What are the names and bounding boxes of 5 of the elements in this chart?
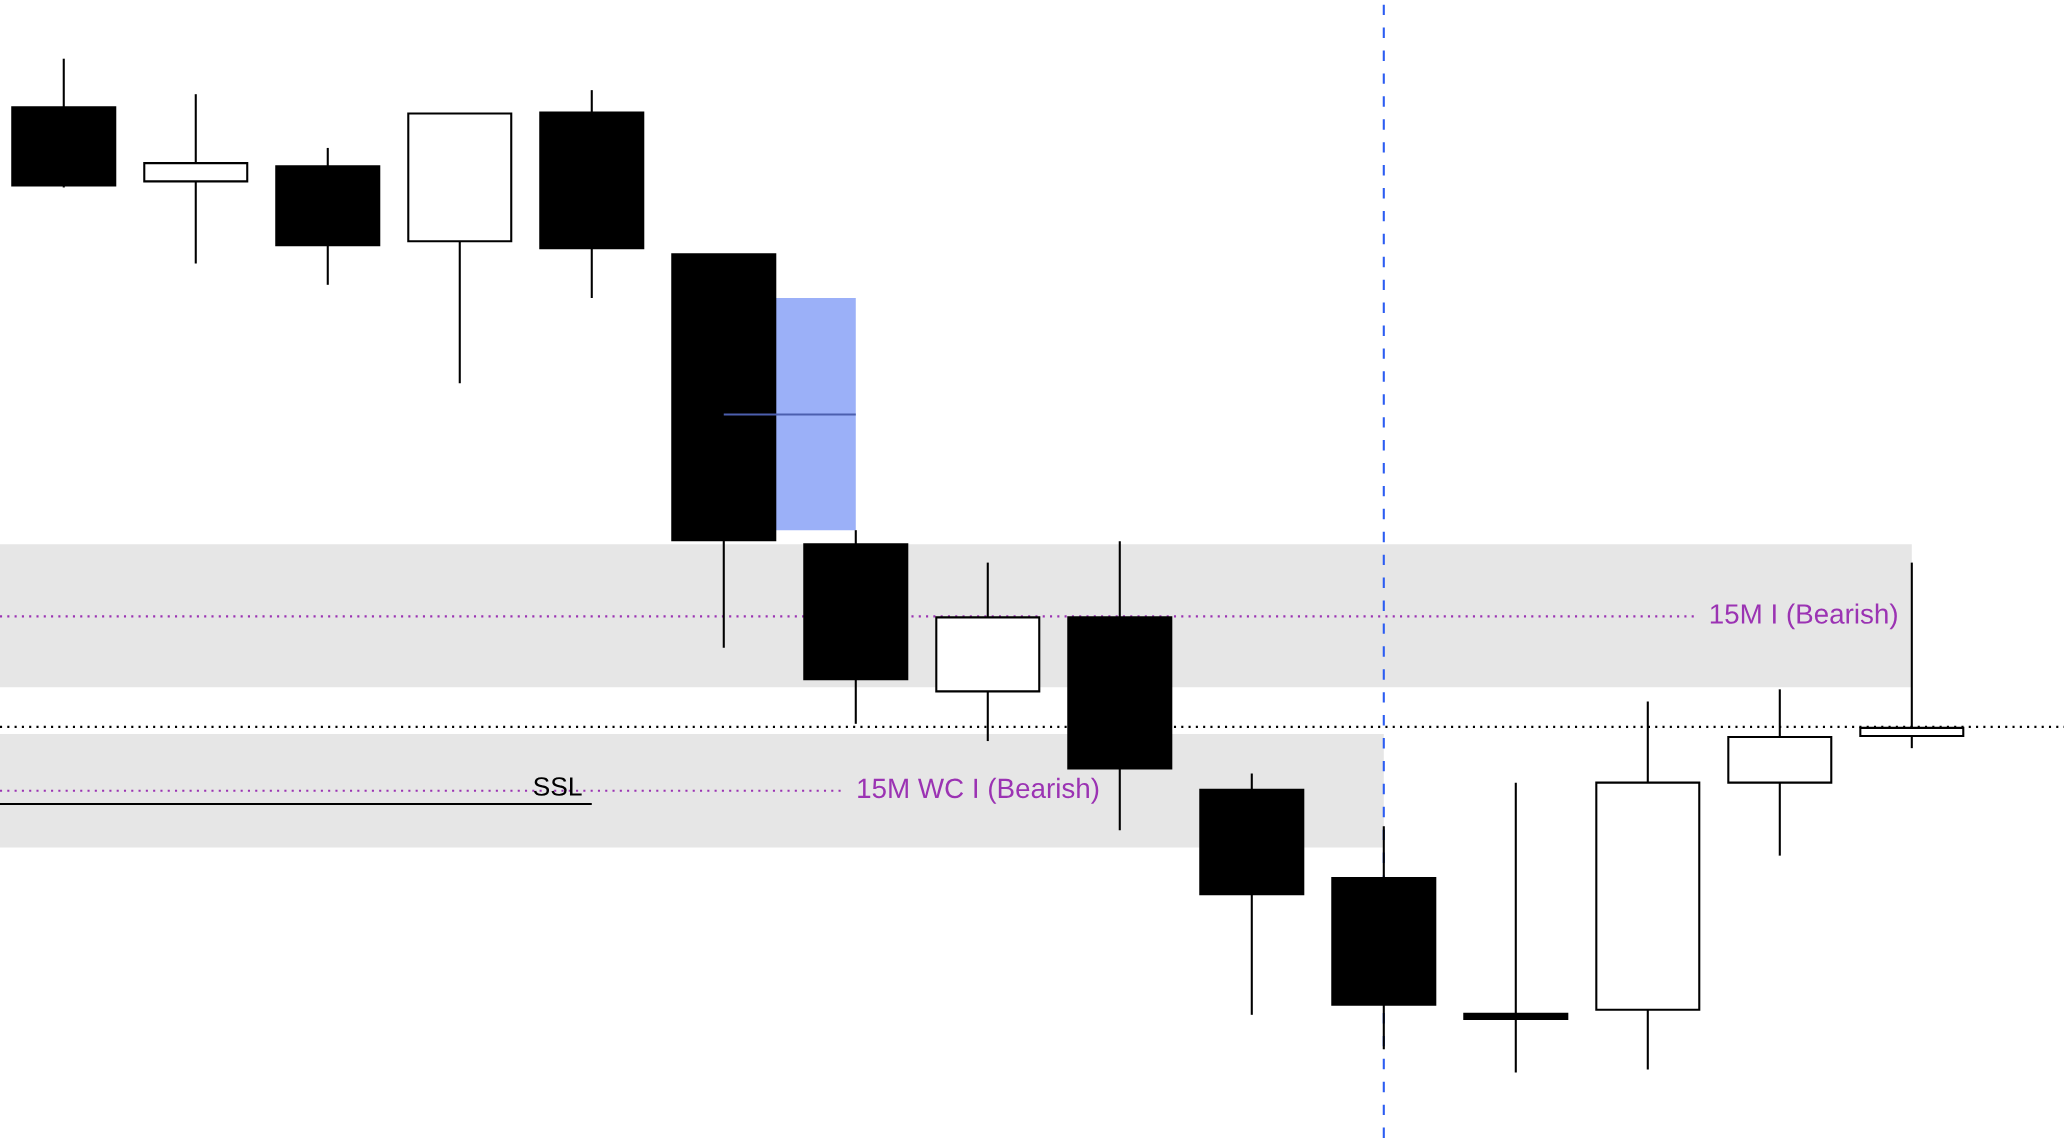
candlestick xyxy=(143,93,249,265)
ref-line-label: 15M I (Bearish) xyxy=(1710,603,1897,630)
ref-line-label: SSL xyxy=(533,777,582,796)
ref-line-label: 15M WC I (Bearish) xyxy=(858,777,1099,804)
candlestick xyxy=(1463,781,1569,1074)
